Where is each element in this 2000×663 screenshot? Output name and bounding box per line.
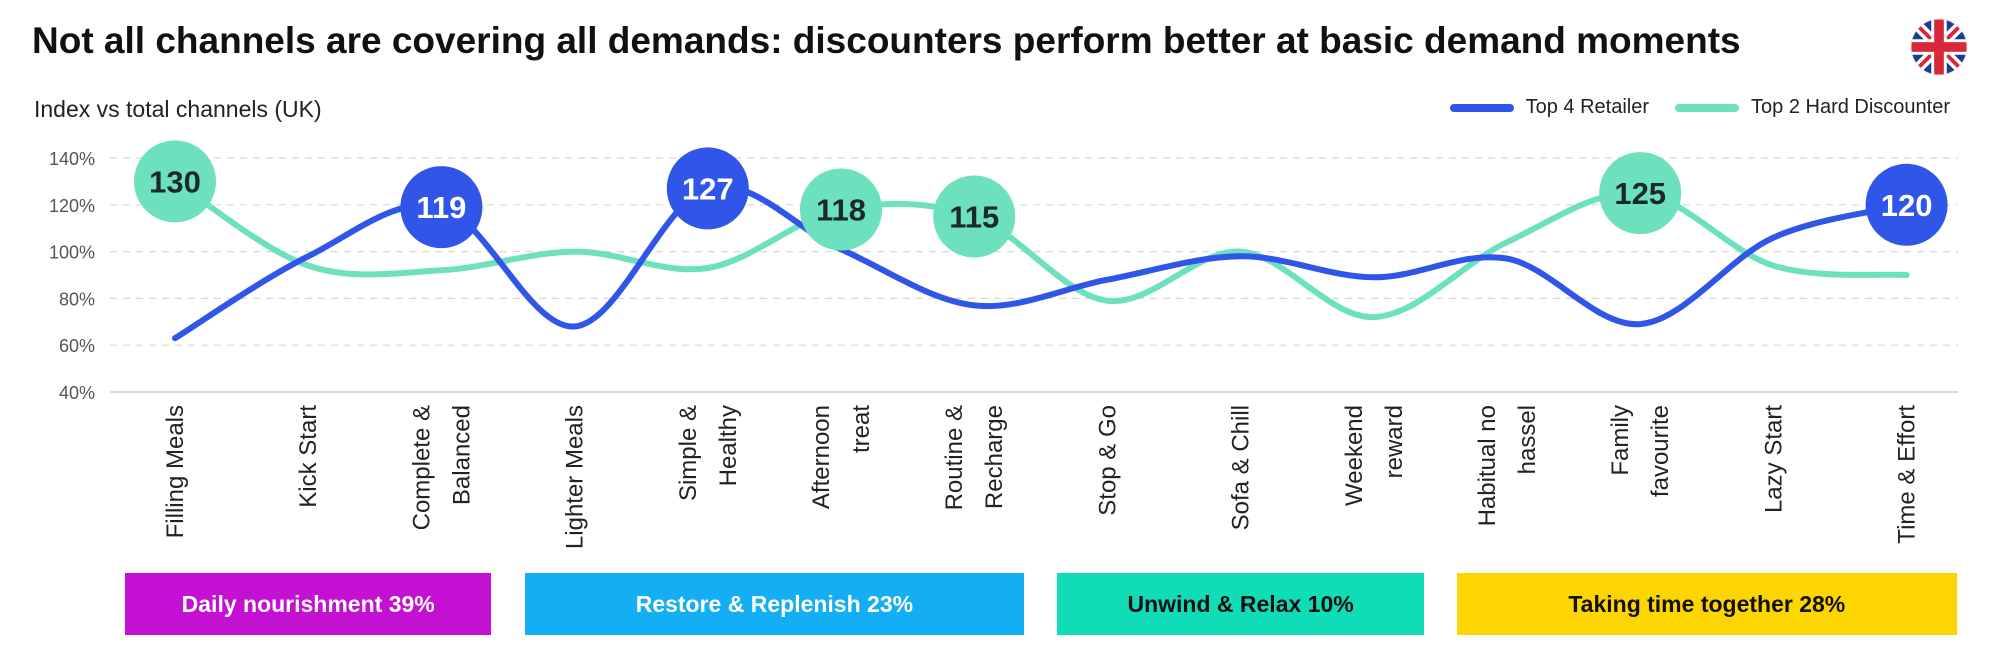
legend-item-retailer: Top 4 Retailer — [1449, 96, 1650, 119]
group-bar: Daily nourishment 39% — [125, 573, 492, 635]
y-tick-label: 40% — [59, 383, 95, 403]
data-point-discounter — [800, 168, 882, 251]
group-bar: Taking time together 28% — [1457, 573, 1957, 635]
data-label: 120 — [1881, 188, 1933, 223]
group-bar: Restore & Replenish 23% — [524, 573, 1025, 635]
x-tick-label: Simple & Healthy — [675, 405, 742, 501]
x-tick-label: Routine & Recharge — [941, 405, 1008, 510]
uk-flag-icon — [1910, 18, 1968, 76]
chart-legend: Top 4 Retailer Top 2 Hard Discounter — [1449, 96, 1950, 119]
x-tick-label: Time & Effort — [1894, 405, 1921, 544]
x-tick-label: Sofa & Chill — [1228, 405, 1255, 530]
chart-title: Not all channels are covering all demand… — [32, 20, 1741, 61]
y-tick-label: 60% — [59, 336, 95, 356]
x-tick-label: Afternoon treat — [808, 405, 875, 509]
data-point-retailer — [666, 147, 749, 230]
data-label: 127 — [682, 171, 734, 206]
x-tick-label: Family favourite — [1607, 405, 1674, 497]
legend-item-discounter: Top 2 Hard Discounter — [1675, 96, 1950, 119]
x-tick-label: Complete & Balanced — [408, 405, 475, 530]
y-tick-label: 80% — [59, 289, 95, 309]
legend-label-retailer: Top 4 Retailer — [1525, 96, 1650, 118]
y-axis-title: Index vs total channels (UK) — [34, 96, 322, 122]
group-bar: Unwind & Relax 10% — [1057, 573, 1424, 635]
data-point-discounter — [933, 175, 1016, 258]
y-tick-label: 100% — [49, 243, 95, 263]
legend-label-discounter: Top 2 Hard Discounter — [1751, 96, 1950, 118]
x-tick-label: Weekend reward — [1341, 405, 1408, 506]
y-tick-label: 140% — [49, 149, 95, 169]
x-tick-label: Lazy Start — [1760, 405, 1787, 513]
x-tick-label: Filling Meals — [162, 405, 189, 538]
data-label: 130 — [149, 164, 201, 199]
data-label: 125 — [1614, 176, 1666, 211]
data-point-discounter — [1599, 152, 1682, 235]
data-point-discounter — [134, 140, 216, 223]
data-label: 119 — [416, 190, 466, 225]
data-label: 118 — [816, 192, 866, 227]
legend-swatch-retailer — [1449, 103, 1514, 112]
x-tick-label: Stop & Go — [1094, 405, 1121, 516]
x-tick-label: Habitual no hassel — [1474, 405, 1541, 526]
data-point-retailer — [1865, 163, 1948, 246]
y-tick-label: 120% — [49, 196, 95, 216]
data-label: 115 — [949, 200, 999, 235]
x-tick-label: Lighter Meals — [562, 405, 589, 549]
data-point-retailer — [400, 166, 483, 249]
legend-swatch-discounter — [1675, 103, 1740, 112]
x-tick-label: Kick Start — [295, 405, 322, 508]
